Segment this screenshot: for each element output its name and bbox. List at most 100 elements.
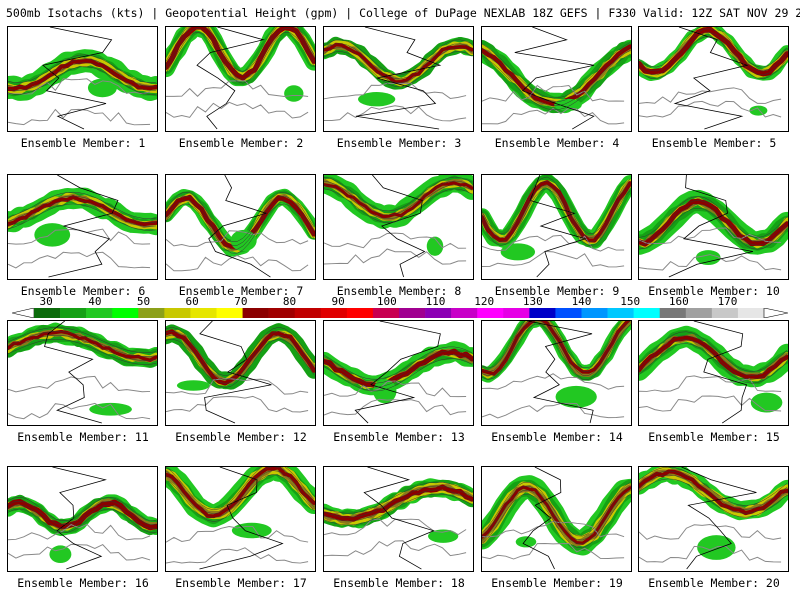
isotach-contour xyxy=(8,335,157,361)
coastline-line xyxy=(208,175,271,278)
isotach-blob xyxy=(34,223,71,247)
isotach-contour xyxy=(324,47,473,83)
isotach-contour xyxy=(8,191,157,219)
isotach-contour xyxy=(639,207,788,250)
colorbar-segment xyxy=(320,308,348,318)
map-plot xyxy=(482,27,631,130)
isotach-contour xyxy=(8,508,157,533)
coastline-line xyxy=(199,467,284,570)
isotach-contour xyxy=(639,196,788,238)
height-contour xyxy=(639,395,782,412)
map-plot xyxy=(166,27,315,130)
isotach-contour xyxy=(324,493,473,526)
ensemble-member-label: Ensemble Member: 15 xyxy=(648,430,780,444)
isotach-contour xyxy=(482,180,631,239)
isotach-contour xyxy=(166,27,315,76)
colorbar-segment xyxy=(138,308,165,318)
height-contour xyxy=(639,254,782,271)
isotach-contour xyxy=(166,27,315,72)
isotach-blob xyxy=(358,92,396,107)
height-contour xyxy=(166,547,309,564)
ensemble-member-label: Ensemble Member: 19 xyxy=(491,576,623,590)
height-contour xyxy=(482,234,625,252)
ensemble-member-map xyxy=(7,174,158,280)
isotach-blob xyxy=(231,522,272,539)
isotach-band xyxy=(8,498,157,531)
ensemble-member-map xyxy=(323,320,474,426)
ensemble-member-map xyxy=(165,174,316,280)
colorbar-tick-label: 40 xyxy=(88,295,102,308)
isotach-band xyxy=(639,469,788,516)
ensemble-member-map xyxy=(165,466,316,572)
colorbar-segment xyxy=(268,308,296,318)
isotach-band xyxy=(639,335,788,379)
map-plot xyxy=(8,27,157,130)
colorbar-segment xyxy=(372,308,400,318)
isotach-blob xyxy=(426,236,444,256)
height-contour xyxy=(324,398,467,416)
ensemble-member-map xyxy=(481,174,632,280)
map-header-title: 500mb Isotachs (kts) | Geopotential Heig… xyxy=(6,6,800,20)
coastline-line xyxy=(693,321,748,424)
map-plot xyxy=(482,175,631,278)
isotach-contour xyxy=(482,485,631,541)
map-plot xyxy=(639,175,788,278)
map-plot xyxy=(166,321,315,424)
colorbar-tick-label: 50 xyxy=(136,295,151,308)
ensemble-member-label: Ensemble Member: 1 xyxy=(20,136,146,150)
ensemble-member-map xyxy=(481,26,632,132)
height-contour xyxy=(324,248,467,265)
coastline-line xyxy=(668,175,754,278)
height-contour xyxy=(8,543,151,561)
isotach-contour xyxy=(324,180,473,216)
isotach-blob xyxy=(555,385,597,408)
height-contour xyxy=(639,375,782,393)
isotach-contour xyxy=(166,191,315,242)
height-contour xyxy=(482,107,625,125)
isotach-contour xyxy=(482,321,623,369)
colorbar-tick-label: 120 xyxy=(474,295,495,308)
map-plot xyxy=(324,27,473,130)
isotach-contour xyxy=(482,321,631,377)
ensemble-member-label: Ensemble Member: 18 xyxy=(333,576,465,590)
height-contour xyxy=(324,105,467,122)
isotach-contour xyxy=(8,203,157,231)
isotach-blob xyxy=(230,229,257,252)
coastline-line xyxy=(199,321,272,424)
isotach-contour xyxy=(639,200,788,242)
isotach-band xyxy=(324,348,473,389)
isotach-band xyxy=(8,195,157,227)
colorbar-tick-label: 100 xyxy=(376,295,397,308)
ensemble-member-label: Ensemble Member: 4 xyxy=(494,136,620,150)
isotach-blob xyxy=(49,545,72,564)
ensemble-member-map xyxy=(7,26,158,132)
map-plot xyxy=(324,175,473,278)
isotach-contour xyxy=(482,188,631,246)
height-contour xyxy=(166,80,309,97)
height-contour xyxy=(482,373,625,390)
isotach-contour xyxy=(639,203,788,246)
isotach-blob xyxy=(749,105,768,116)
isotach-contour xyxy=(8,199,157,227)
isotach-blob xyxy=(500,243,536,261)
colorbar-segment xyxy=(399,308,426,318)
isotach-blob xyxy=(695,250,721,266)
isotach-contour xyxy=(324,485,473,518)
colorbar-segment xyxy=(737,308,765,318)
coastline-line xyxy=(527,321,594,424)
height-contour xyxy=(8,375,151,393)
isotach-band xyxy=(482,180,631,243)
isotach-contour xyxy=(166,195,315,246)
isotach-contour xyxy=(639,474,788,514)
coastline-line xyxy=(363,467,435,570)
colorbar-tick-label: 90 xyxy=(331,295,345,308)
isotach-contour xyxy=(324,481,473,514)
colorbar-segment xyxy=(346,308,374,318)
colorbar-segment xyxy=(633,308,661,318)
height-contour xyxy=(166,230,309,247)
height-contour xyxy=(639,87,782,104)
isotach-contour xyxy=(324,188,473,223)
height-contour xyxy=(8,251,151,269)
isotach-contour xyxy=(482,54,631,111)
isotach-contour xyxy=(482,184,631,242)
